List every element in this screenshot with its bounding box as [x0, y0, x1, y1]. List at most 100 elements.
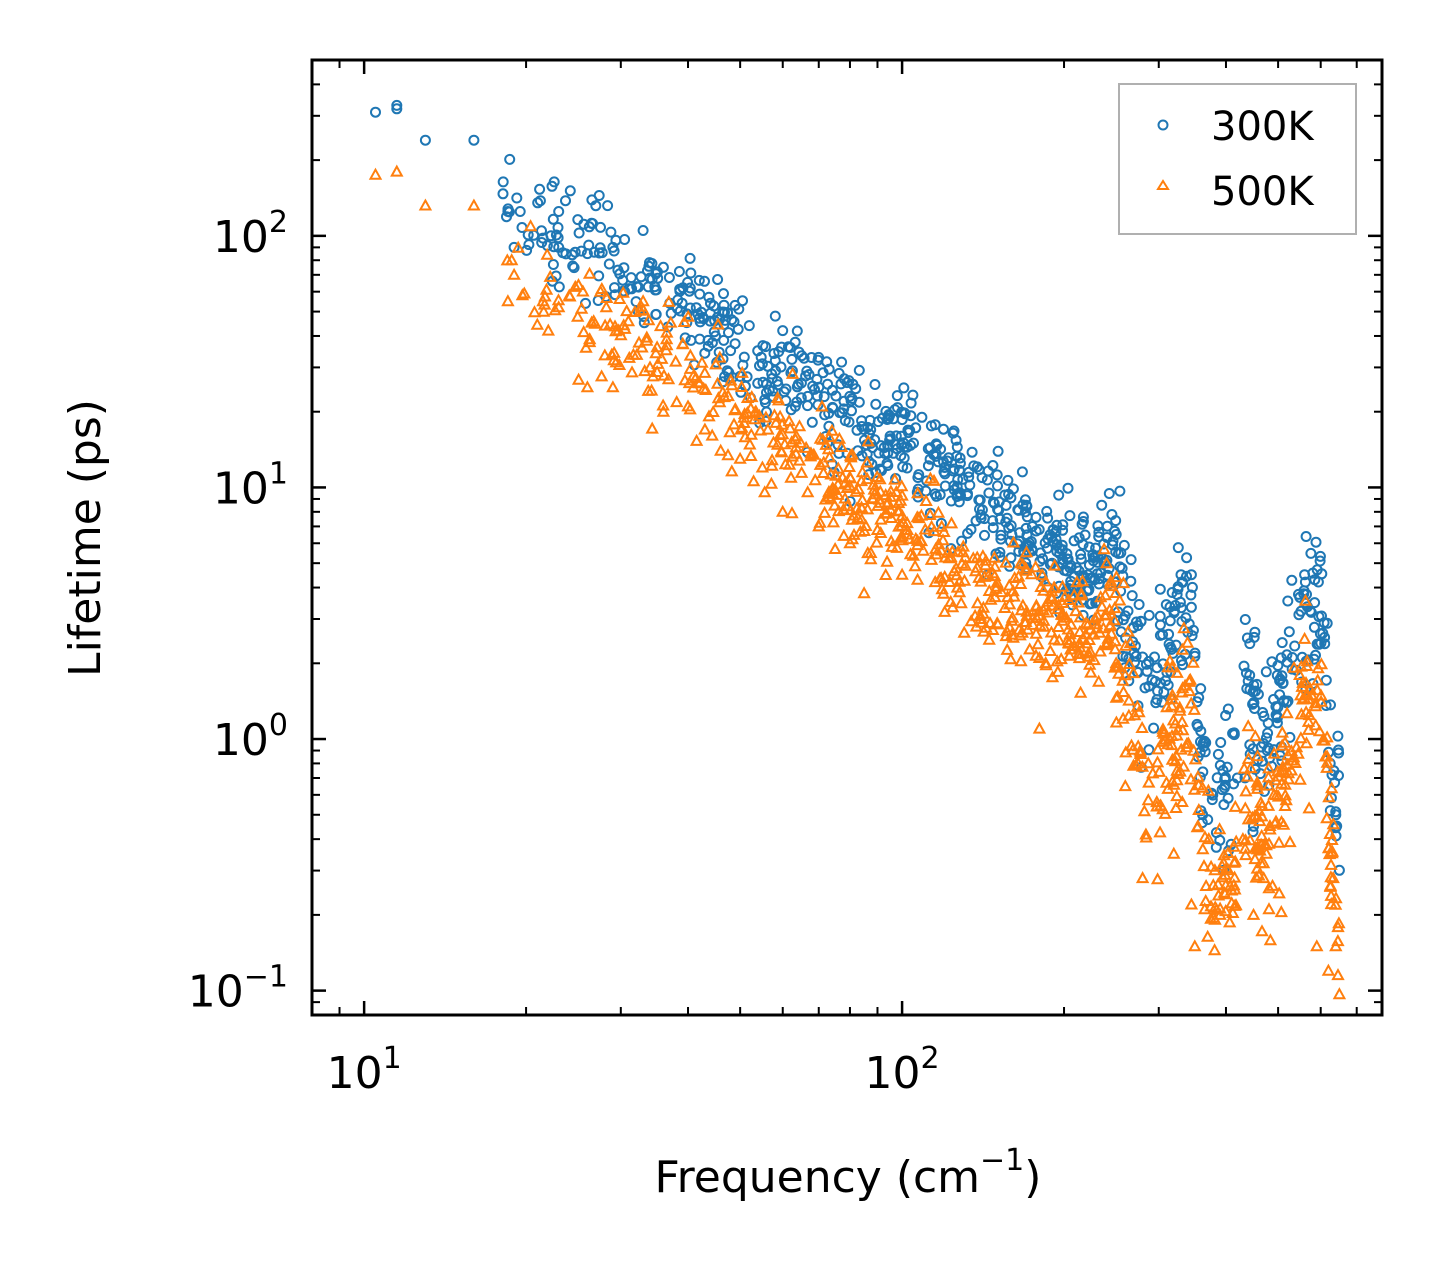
point-500k: [978, 558, 993, 571]
point-300k: [619, 234, 631, 245]
point-500k: [594, 369, 609, 382]
point-500k: [1168, 754, 1183, 767]
point-300k: [835, 378, 847, 390]
point-500k: [1002, 597, 1017, 610]
point-500k: [1121, 624, 1135, 637]
point-300k: [1195, 683, 1207, 695]
point-500k: [1248, 729, 1262, 742]
point-500k: [901, 527, 915, 540]
point-300k: [1103, 488, 1115, 499]
point-500k: [747, 412, 762, 425]
point-500k: [895, 518, 909, 531]
point-300k: [575, 245, 587, 257]
point-500k: [1023, 642, 1037, 655]
point-300k: [1116, 562, 1128, 574]
point-500k: [605, 347, 619, 360]
point-500k: [1322, 847, 1337, 860]
point-300k: [1143, 744, 1155, 756]
point-500k: [1218, 887, 1232, 900]
point-300k: [504, 153, 516, 165]
point-500k: [1133, 746, 1148, 759]
point-300k: [1324, 805, 1336, 817]
point-300k: [795, 392, 807, 404]
point-300k: [1151, 662, 1163, 674]
point-500k: [1262, 881, 1276, 894]
point-300k: [569, 246, 581, 258]
x-axis-label: Frequency (cm−1): [655, 1143, 1042, 1203]
point-500k: [1257, 871, 1271, 884]
point-300k: [1321, 617, 1333, 629]
point-300k: [772, 379, 784, 391]
point-500k: [1227, 870, 1242, 883]
point-300k: [993, 505, 1005, 516]
point-300k: [638, 317, 650, 329]
point-500k: [838, 491, 852, 504]
point-300k: [1247, 826, 1259, 838]
point-300k: [1135, 616, 1147, 628]
point-500k: [1150, 872, 1165, 885]
point-500k: [1116, 576, 1131, 589]
point-300k: [685, 267, 697, 279]
point-500k: [678, 373, 692, 386]
point-500k: [1219, 878, 1233, 891]
point-300k: [1056, 544, 1068, 556]
point-300k: [1316, 610, 1327, 622]
point-300k: [1241, 632, 1253, 644]
point-500k: [1150, 799, 1164, 812]
point-500k: [1007, 570, 1022, 583]
point-300k: [1276, 637, 1288, 649]
point-500k: [1228, 882, 1242, 895]
point-300k: [892, 402, 903, 414]
point-500k: [934, 571, 948, 584]
point-300k: [1239, 614, 1251, 625]
point-500k: [870, 535, 884, 548]
point-300k: [901, 462, 913, 474]
point-500k: [1150, 755, 1165, 768]
point-300k: [732, 323, 744, 335]
point-300k: [981, 474, 993, 486]
point-500k: [1271, 789, 1286, 802]
point-300k: [821, 356, 833, 368]
point-500k: [998, 600, 1012, 613]
point-300k: [1172, 542, 1184, 554]
y-tick-label: 102: [213, 205, 288, 263]
point-500k: [1267, 746, 1281, 759]
point-500k: [801, 485, 815, 498]
point-500k: [1176, 723, 1190, 736]
point-300k: [1036, 567, 1048, 579]
point-500k: [827, 498, 842, 511]
point-300k: [761, 387, 772, 399]
point-300k: [966, 446, 978, 458]
point-500k: [1271, 764, 1285, 777]
point-300k: [863, 469, 875, 481]
point-300k: [1092, 520, 1104, 532]
point-300k: [684, 302, 696, 314]
point-500k: [1238, 841, 1252, 854]
point-500k: [467, 198, 481, 211]
point-500k: [1165, 752, 1180, 765]
point-500k: [1295, 679, 1309, 692]
point-300k: [1112, 615, 1124, 627]
point-500k: [842, 478, 857, 491]
point-300k: [976, 472, 988, 484]
point-300k: [962, 488, 973, 500]
point-500k: [1146, 766, 1160, 779]
point-500k: [683, 348, 698, 361]
point-300k: [1278, 695, 1290, 707]
point-500k: [1255, 924, 1269, 937]
point-500k: [1012, 622, 1026, 635]
point-300k: [1283, 626, 1295, 638]
point-500k: [744, 427, 758, 440]
point-300k: [1333, 747, 1345, 759]
point-500k: [906, 548, 920, 561]
point-500k: [1122, 693, 1136, 706]
point-300k: [1281, 649, 1293, 661]
point-300k: [1260, 666, 1272, 678]
point-500k: [1153, 825, 1167, 838]
point-500k: [1074, 586, 1088, 599]
point-300k: [552, 232, 564, 244]
point-500k: [606, 380, 620, 393]
point-500k: [1071, 595, 1086, 608]
point-500k: [1261, 770, 1276, 783]
point-500k: [1184, 897, 1199, 910]
